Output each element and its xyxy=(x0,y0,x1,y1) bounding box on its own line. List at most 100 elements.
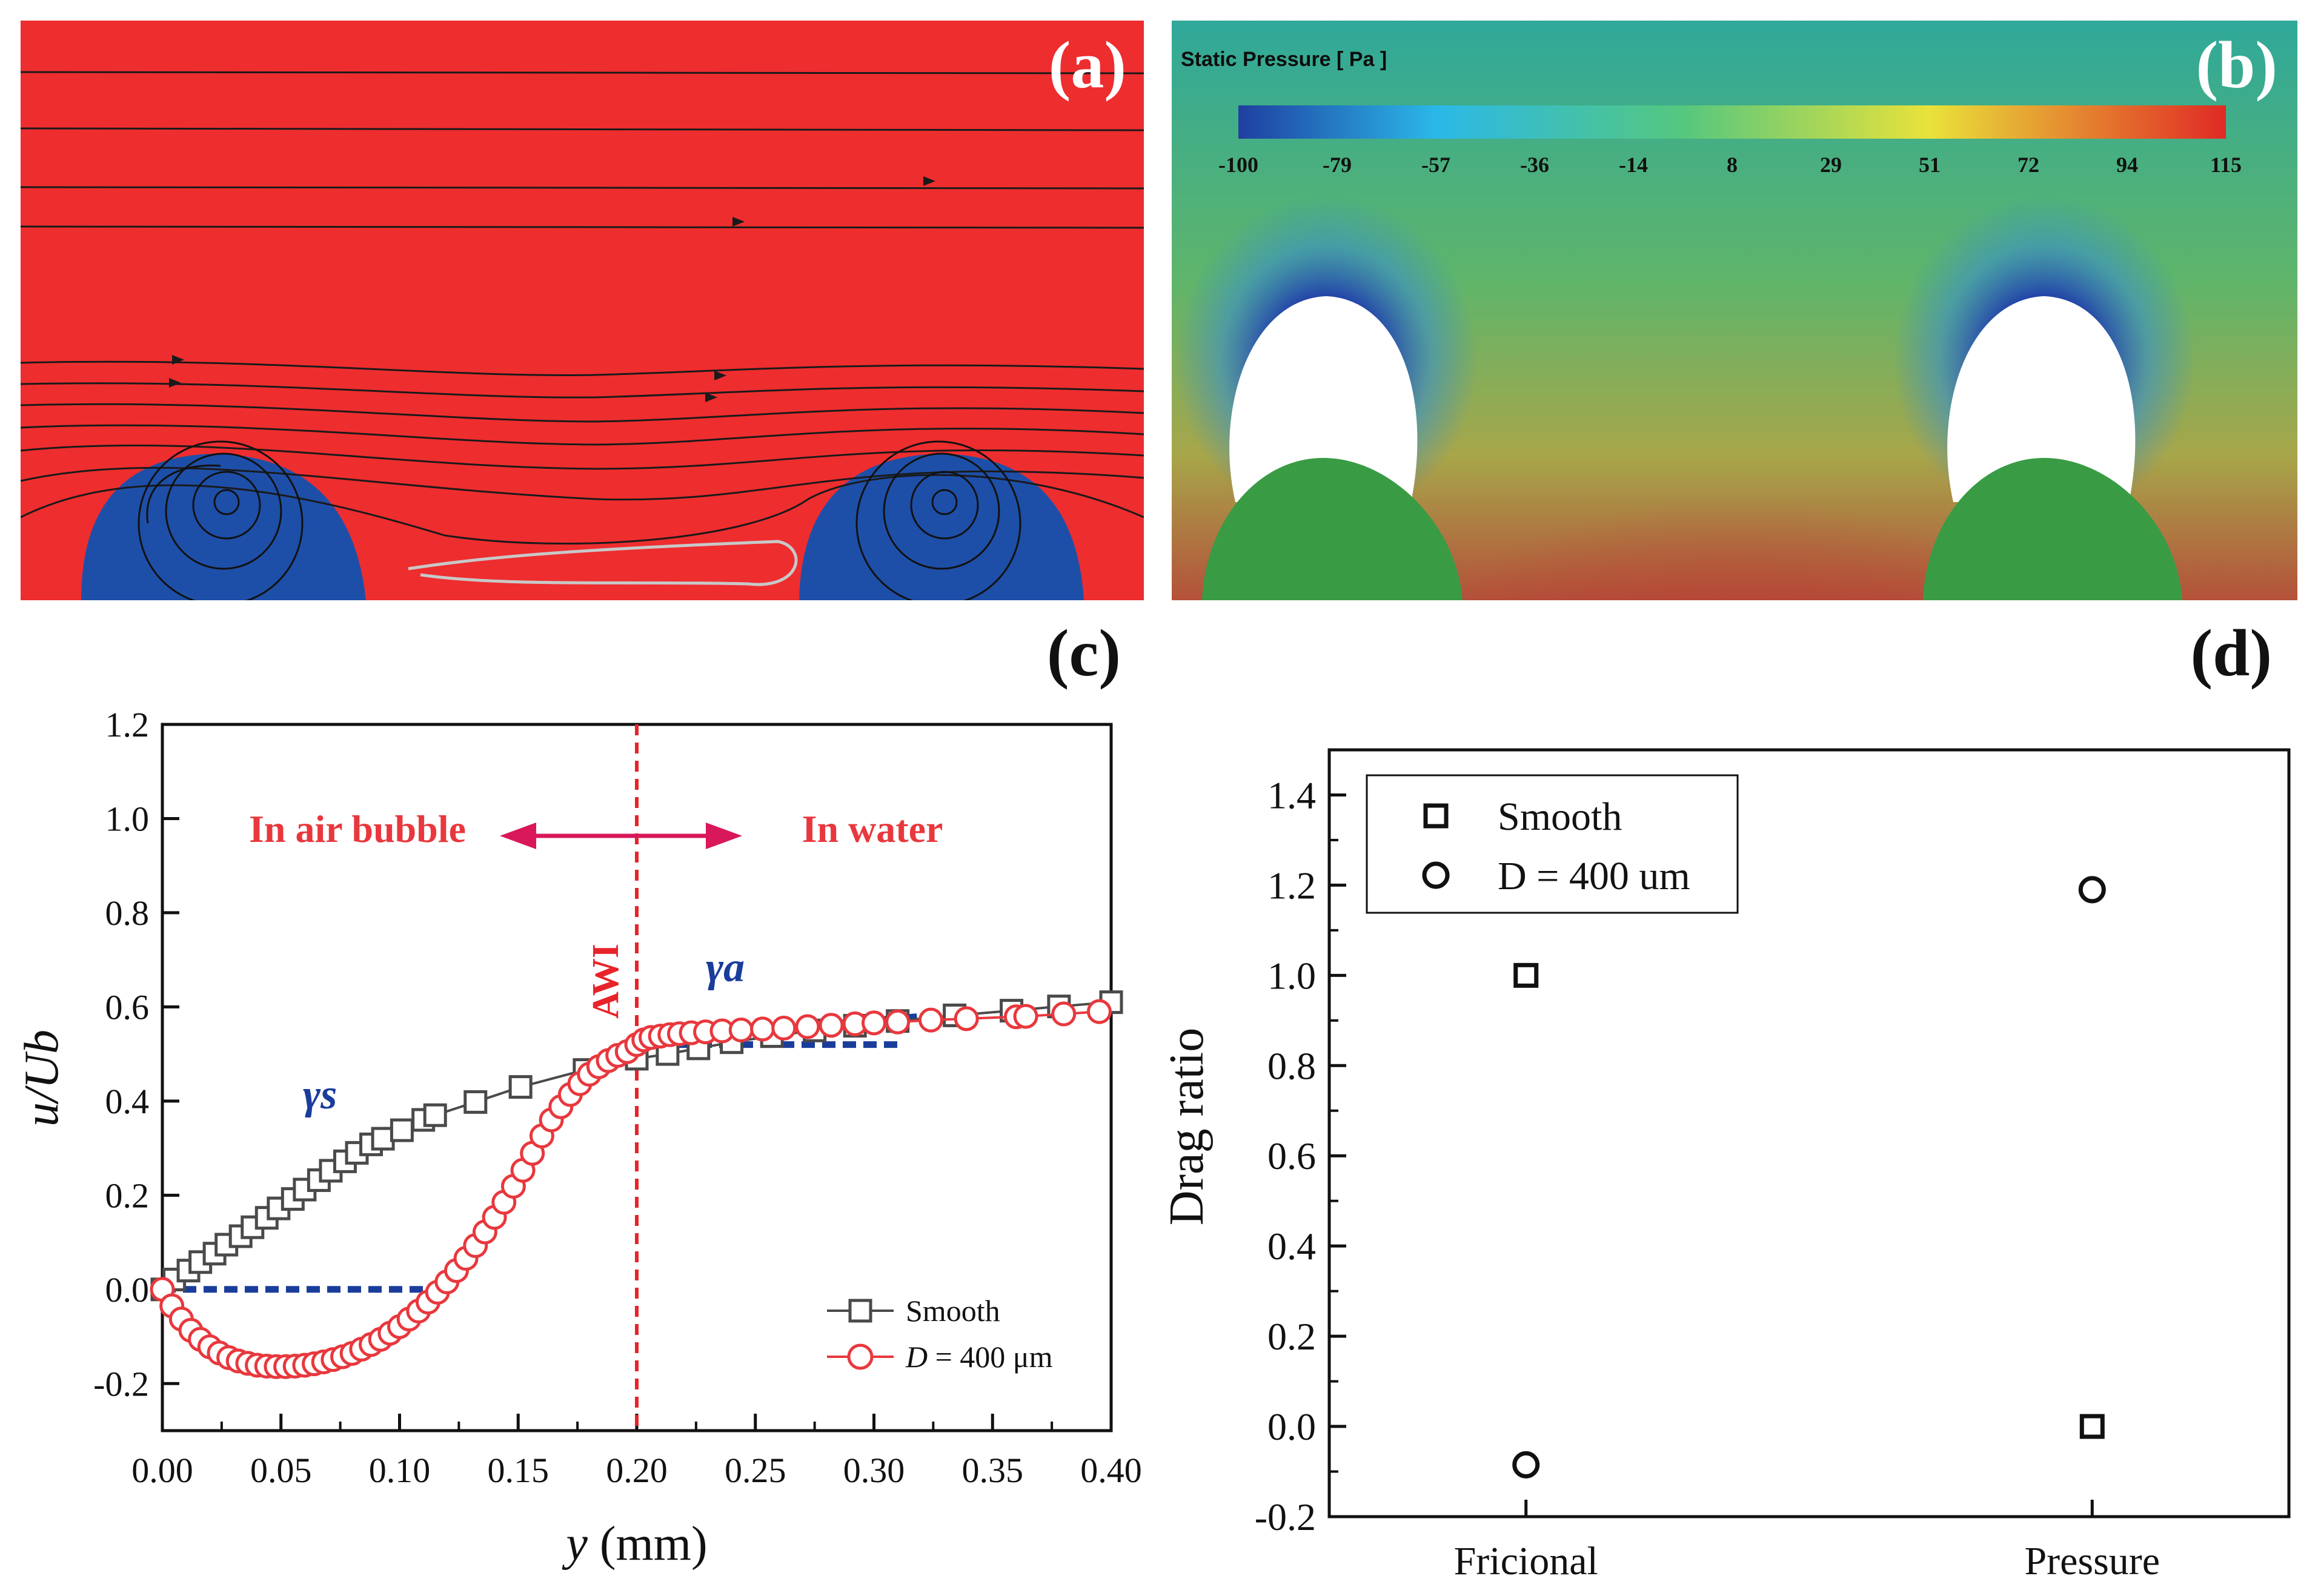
data-point-d400 xyxy=(795,1014,820,1039)
y-tick-label-c: -0.2 xyxy=(93,1364,149,1403)
panel-label-a: (a) xyxy=(1049,28,1126,102)
y-tick-label-d: 0.8 xyxy=(1267,1044,1316,1087)
x-axis-label-c: y (mm) xyxy=(562,1517,707,1571)
data-point-d400 xyxy=(771,1015,797,1041)
data-point-smooth-d xyxy=(1513,962,1539,988)
data-point-smooth xyxy=(390,1118,414,1142)
y-tick-label-d: 0.4 xyxy=(1267,1225,1316,1268)
x-tick-label-d: Fricional xyxy=(1454,1539,1598,1583)
data-point-d400 xyxy=(728,1017,754,1042)
y-axis-label-c: u/Ub xyxy=(15,1030,68,1127)
data-point-smooth-d xyxy=(2079,1414,2105,1439)
x-tick-label-c: 0.00 xyxy=(131,1451,193,1490)
data-point-d400 xyxy=(819,1013,844,1038)
solid-post-left xyxy=(1202,458,1463,600)
data-point-d400 xyxy=(918,1007,943,1033)
x-tick-label-d: Pressure xyxy=(2024,1539,2160,1583)
series-d xyxy=(1512,876,2106,1478)
legend-item-smooth: Smooth xyxy=(827,1294,1000,1328)
colorbar-title: Static Pressure [ Pa ] xyxy=(1181,48,1387,71)
panel-b-pressure: Static Pressure [ Pa ] -100 -79 -57 -36 -14 8… xyxy=(1172,21,2297,778)
data-point-d400 xyxy=(885,1009,911,1035)
gamma-a-label: γa xyxy=(706,944,745,991)
colorbar-tick-label: -57 xyxy=(1421,153,1450,177)
double-arrow xyxy=(500,823,742,849)
plot-frame-d xyxy=(1327,748,2291,1518)
data-point-d400-d xyxy=(1512,1451,1540,1478)
data-point-d400 xyxy=(1051,1001,1077,1027)
legend-c: Smooth D = 400 μm xyxy=(827,1294,1053,1374)
x-tick-label-c: 0.20 xyxy=(606,1451,668,1490)
axis-ticks-c: 0.00 0.05 0.10 0.15 0.20 0.25 0.30 0.35 0.40 -0.2… xyxy=(93,705,1142,1490)
panel-a-streamlines: (a) xyxy=(20,21,1144,606)
colorbar-tick-label: 51 xyxy=(1919,153,1941,177)
legend-d: Smooth D = 400 um xyxy=(1366,774,1739,914)
solid-post-right xyxy=(1923,458,2182,600)
y-tick-label-c: 0.6 xyxy=(105,987,150,1027)
series-c xyxy=(150,990,1123,1379)
streamlines-upper xyxy=(20,71,1144,229)
colorbar-tick-label: -79 xyxy=(1323,153,1352,177)
drag-ratio-chart: (d) -0.2 0.0 0.2 0.4 0.6 0.8 1.0 1.2 1.4 Friciona… xyxy=(1160,616,2291,1583)
colorbar-tick-label: 72 xyxy=(2017,153,2039,177)
x-tick-label-c: 0.10 xyxy=(369,1451,431,1490)
y-tick-label-c: 1.2 xyxy=(105,705,150,744)
colorbar-tick-label: -100 xyxy=(1218,153,1258,177)
bubble-right xyxy=(1947,296,2136,502)
data-point-d400 xyxy=(862,1010,886,1036)
legend-item-smooth-d: Smooth xyxy=(1423,795,1622,839)
y-tick-label-d: 1.4 xyxy=(1267,773,1316,816)
colorbar-tick-label: 8 xyxy=(1727,153,1738,177)
x-tick-label-c: 0.35 xyxy=(962,1451,1024,1490)
svg-text:Smooth: Smooth xyxy=(906,1294,1000,1328)
axis-ticks-d: -0.2 0.0 0.2 0.4 0.6 0.8 1.0 1.2 1.4 Fricional Pre… xyxy=(1255,749,2160,1583)
x-tick-label-c: 0.40 xyxy=(1080,1451,1142,1490)
data-point-smooth xyxy=(508,1075,533,1099)
y-tick-label-d: 0.6 xyxy=(1267,1134,1316,1177)
legend-item-d400: D = 400 μm xyxy=(827,1340,1053,1374)
gamma-s-label: γs xyxy=(303,1071,337,1118)
x-tick-label-c: 0.15 xyxy=(488,1451,550,1490)
recirculation-trace xyxy=(408,540,798,586)
data-point-d400 xyxy=(1013,1004,1038,1029)
y-tick-label-d: 0.2 xyxy=(1267,1315,1316,1358)
y-tick-label-c: 1.0 xyxy=(105,799,150,838)
region-label-air: In air bubble xyxy=(249,807,466,850)
streamlines-wavy xyxy=(20,360,1144,545)
legend-item-d400-d: D = 400 um xyxy=(1422,854,1690,898)
awi-label: AWI xyxy=(585,944,626,1019)
pressure-contour-figure: Static Pressure [ Pa ] -100 -79 -57 -36 -14 8… xyxy=(1172,21,2297,778)
y-tick-label-d: 1.2 xyxy=(1267,864,1316,907)
panel-label-b: (b) xyxy=(2196,28,2277,102)
legend-box-d xyxy=(1366,774,1739,914)
y-tick-label-d: 0.0 xyxy=(1267,1405,1316,1448)
panel-d-drag-ratio: (d) -0.2 0.0 0.2 0.4 0.6 0.8 1.0 1.2 1.4 Friciona… xyxy=(1151,606,2318,1593)
svg-text:D = 400 um: D = 400 um xyxy=(1498,854,1690,898)
y-tick-label-c: 0.0 xyxy=(105,1270,150,1310)
data-point-smooth xyxy=(423,1103,447,1127)
y-axis-label-d: Drag ratio xyxy=(1160,1028,1214,1226)
streamline-figure: (a) xyxy=(20,21,1144,606)
panel-c-velocity-profile: (c) 0.00 0.05 0.10 0.15 0.20 0.25 0.30 0.35 0.40… xyxy=(0,606,1151,1593)
data-point-d400 xyxy=(954,1006,979,1031)
y-tick-label-c: 0.8 xyxy=(105,893,150,933)
svg-text:Smooth: Smooth xyxy=(1498,795,1622,839)
data-point-d400-d xyxy=(2078,876,2106,904)
panel-label-d: (d) xyxy=(2191,616,2272,690)
velocity-profile-chart: (c) 0.00 0.05 0.10 0.15 0.20 0.25 0.30 0.35 0.40… xyxy=(15,616,1142,1571)
panel-label-c: (c) xyxy=(1047,616,1121,690)
region-label-water: In water xyxy=(802,807,943,850)
colorbar xyxy=(1238,105,2226,139)
data-point-smooth xyxy=(463,1090,488,1114)
data-point-d400 xyxy=(1086,999,1112,1024)
bubble-left xyxy=(1229,296,1418,502)
data-point-d400 xyxy=(749,1016,775,1042)
x-tick-label-c: 0.05 xyxy=(250,1451,312,1490)
colorbar-ticks: -100 -79 -57 -36 -14 8 29 51 72 94 115 xyxy=(1218,153,2242,177)
y-tick-label-d: 1.0 xyxy=(1267,954,1316,997)
colorbar-tick-label: 29 xyxy=(1820,153,1842,177)
y-tick-label-d: -0.2 xyxy=(1255,1495,1316,1538)
colorbar-tick-label: 115 xyxy=(2210,153,2242,177)
y-tick-label-c: 0.4 xyxy=(105,1082,150,1121)
colorbar-tick-label: 94 xyxy=(2116,153,2138,177)
